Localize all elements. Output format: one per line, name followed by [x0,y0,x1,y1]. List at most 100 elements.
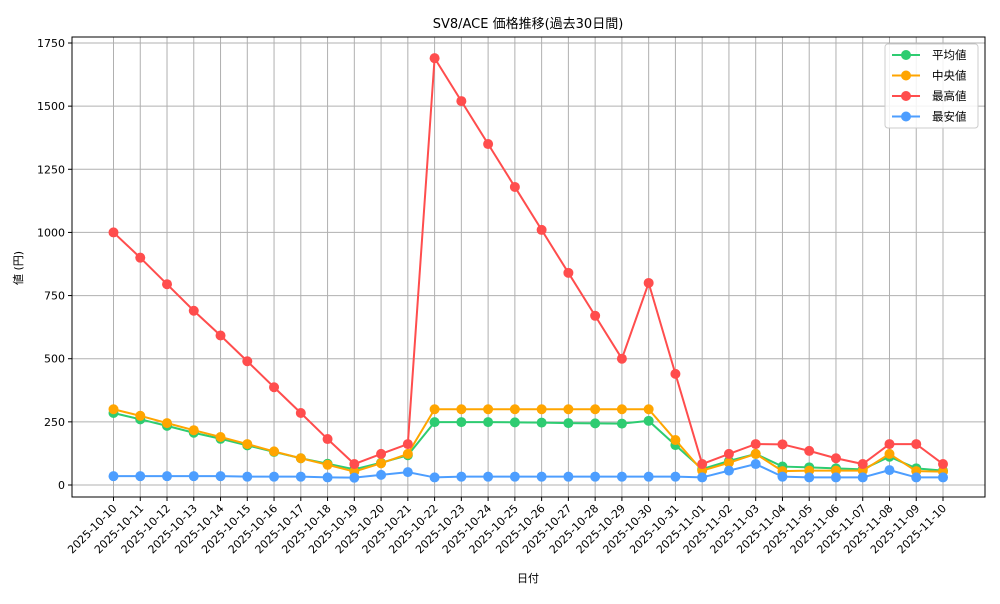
data-point [857,459,868,470]
plot-frame [71,36,986,498]
series-3 [108,459,948,483]
data-point [857,472,868,483]
legend-label: 最高値 [932,89,967,103]
series-0 [108,408,948,476]
data-point [349,459,360,470]
data-point [750,459,761,470]
data-point [723,457,734,468]
data-point [911,439,922,450]
data-point [269,471,280,482]
data-point [456,96,467,107]
y-tick-label: 1750 [37,37,65,50]
data-point [643,277,654,288]
data-point [938,472,948,483]
data-point [536,471,547,482]
data-point [108,471,119,482]
data-point [135,471,146,482]
data-point [670,435,681,446]
data-point [483,139,494,150]
data-point [804,472,815,483]
data-point [402,448,413,459]
data-point [643,404,654,415]
data-point [723,448,734,459]
data-point [188,425,199,436]
data-point [590,404,601,415]
series-line [113,408,944,473]
data-point [188,305,199,316]
data-point [162,279,173,290]
data-point [456,471,467,482]
data-point [884,439,895,450]
data-point [162,471,173,482]
y-tick-label: 1250 [37,163,65,176]
data-point [697,472,708,483]
data-point [590,471,601,482]
chart-title: SV8/ACE 価格推移(過去30日間) [433,16,624,32]
data-point [509,417,520,428]
data-point [750,439,761,450]
y-tick-label: 500 [44,353,65,366]
data-point [884,448,895,459]
data-point [269,446,280,457]
data-point [456,404,467,415]
data-point [295,453,306,464]
data-point [108,227,119,238]
data-point [322,472,333,483]
data-point [643,415,654,426]
legend-item-0: 平均値 [892,48,967,62]
y-tick-label: 0 [58,479,65,492]
legend-swatch-marker [901,91,911,101]
data-point [349,472,360,483]
y-tick-label: 1500 [37,100,65,113]
data-point [563,418,574,429]
data-point [215,330,226,341]
data-point [723,465,734,476]
data-point [135,410,146,421]
data-point [269,382,280,393]
y-axis: 0 250 500 750 1000 1250 1500 1750 [37,37,72,492]
data-point [804,445,815,456]
data-point [536,417,547,428]
data-point [483,471,494,482]
data-point [777,471,788,482]
data-point [643,471,654,482]
data-point [536,224,547,235]
data-point [616,404,627,415]
data-point [670,471,681,482]
y-tick-label: 1000 [37,226,65,239]
legend-item-2: 最高値 [892,89,967,103]
data-point [188,471,199,482]
data-point [162,418,173,429]
legend-swatch-marker [901,111,911,122]
legend-label: 最安値 [932,110,967,124]
data-point [938,459,948,470]
x-axis-label: 日付 [517,572,539,585]
data-point [402,467,413,478]
legend-box [884,43,979,129]
data-point [322,434,333,445]
data-point [376,469,387,480]
data-point [242,471,253,482]
data-point [295,408,306,419]
data-point [616,353,627,364]
data-point [429,417,440,428]
data-point [590,418,601,429]
data-series [108,53,948,483]
data-point [509,471,520,482]
legend-label: 平均値 [932,48,967,62]
data-point [242,439,253,450]
grid-lines [72,37,985,497]
data-point [616,418,627,429]
data-point [135,252,146,263]
data-point [215,432,226,443]
legend-swatch-marker [901,50,911,60]
data-point [884,465,895,476]
legend-swatch-marker [901,70,911,81]
data-point [108,404,119,415]
data-point [483,417,494,428]
data-point [563,267,574,278]
data-point [830,472,841,483]
data-point [215,471,226,482]
data-point [242,356,253,367]
data-point [376,448,387,459]
